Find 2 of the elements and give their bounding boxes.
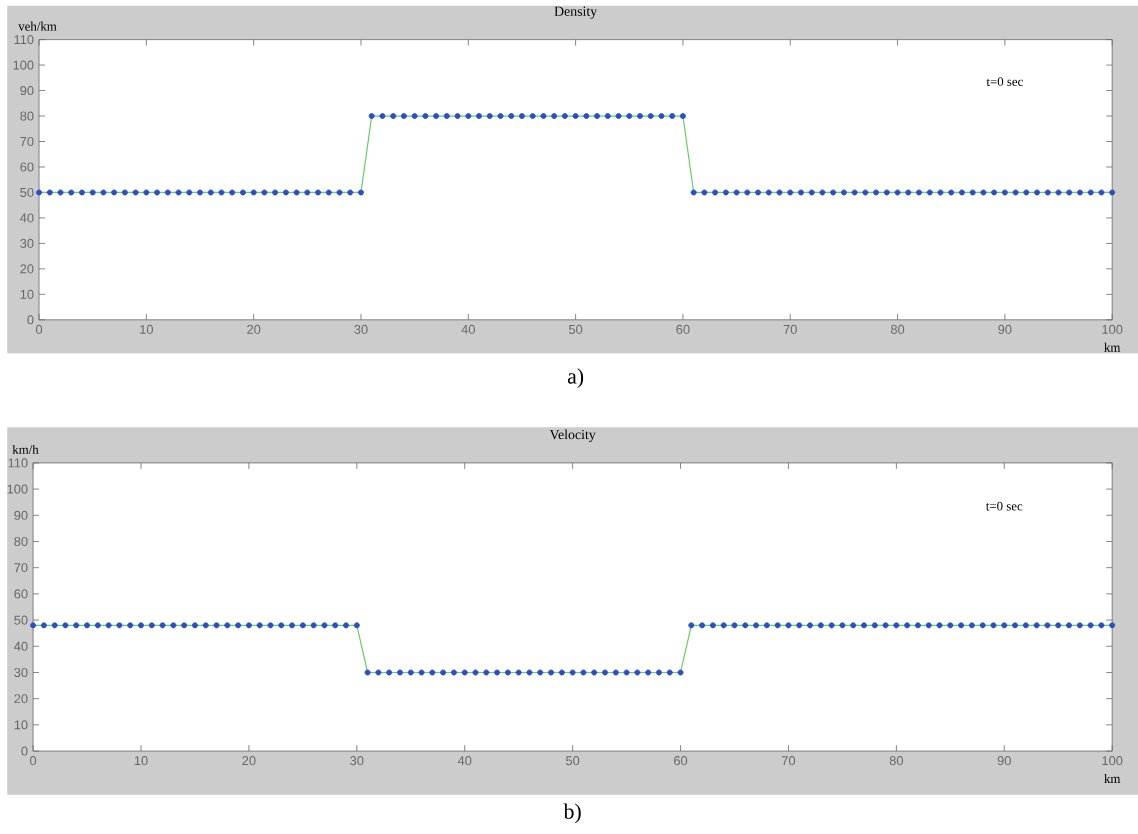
text: a) bbox=[567, 368, 584, 388]
text: b) bbox=[563, 803, 581, 824]
